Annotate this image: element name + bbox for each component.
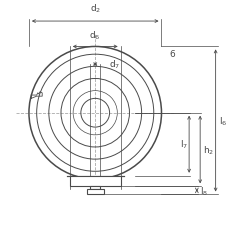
- Text: 6: 6: [169, 49, 175, 58]
- Text: d$_6$: d$_6$: [89, 29, 101, 42]
- FancyBboxPatch shape: [70, 176, 120, 186]
- FancyBboxPatch shape: [87, 189, 103, 195]
- Text: h$_2$: h$_2$: [203, 144, 214, 156]
- Text: d$_7$: d$_7$: [109, 59, 120, 71]
- Text: l$_8$: l$_8$: [199, 184, 207, 197]
- FancyBboxPatch shape: [90, 186, 100, 189]
- Text: l$_6$: l$_6$: [218, 115, 226, 127]
- Text: d$_2$: d$_2$: [89, 3, 100, 15]
- Text: l$_7$: l$_7$: [179, 138, 187, 151]
